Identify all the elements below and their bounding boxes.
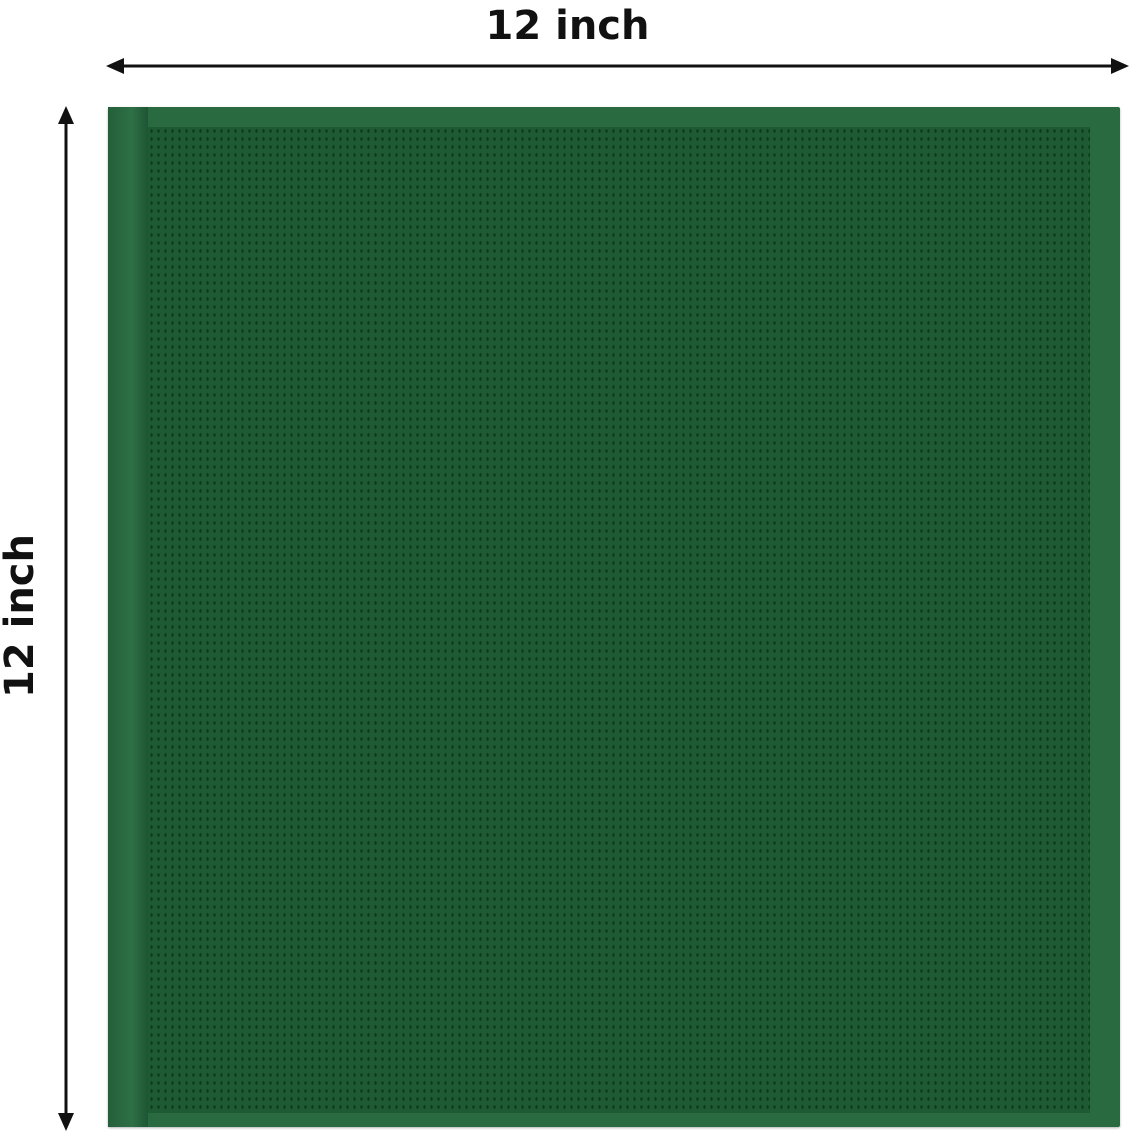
width-label: 12 inch xyxy=(485,3,650,49)
width-arrow xyxy=(106,58,1129,74)
cloth-hem xyxy=(108,107,148,1127)
waffle-weave-texture xyxy=(148,127,1090,1113)
height-arrow xyxy=(58,106,74,1131)
green-dishcloth xyxy=(108,107,1120,1127)
